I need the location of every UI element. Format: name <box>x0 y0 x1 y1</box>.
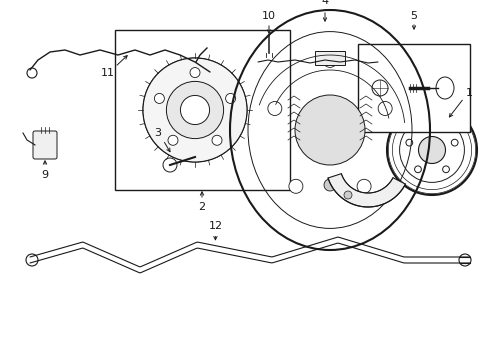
Text: 2: 2 <box>198 202 205 212</box>
Circle shape <box>405 139 412 146</box>
FancyBboxPatch shape <box>33 131 57 159</box>
Text: 4: 4 <box>321 0 328 6</box>
Circle shape <box>442 166 448 173</box>
Circle shape <box>418 136 445 163</box>
Circle shape <box>428 123 434 130</box>
Circle shape <box>142 58 246 162</box>
Circle shape <box>288 179 302 193</box>
Circle shape <box>450 139 457 146</box>
Text: 5: 5 <box>409 11 417 21</box>
Circle shape <box>168 135 178 145</box>
Text: 10: 10 <box>262 11 275 21</box>
Circle shape <box>166 81 223 139</box>
Bar <box>115 30 289 190</box>
Text: 1: 1 <box>465 88 471 98</box>
Circle shape <box>414 166 421 173</box>
Bar <box>357 44 469 132</box>
Text: 11: 11 <box>101 68 115 78</box>
Text: 12: 12 <box>208 221 222 231</box>
Circle shape <box>377 102 391 116</box>
Bar <box>314 51 345 65</box>
Circle shape <box>294 95 364 165</box>
Circle shape <box>324 179 335 191</box>
Text: 9: 9 <box>41 170 48 180</box>
Circle shape <box>180 95 209 125</box>
Circle shape <box>323 53 336 67</box>
Circle shape <box>190 68 200 77</box>
Circle shape <box>343 191 351 199</box>
Circle shape <box>225 94 235 103</box>
Text: 3: 3 <box>154 128 161 138</box>
Circle shape <box>154 94 164 103</box>
Circle shape <box>356 179 370 193</box>
Circle shape <box>212 135 222 145</box>
Circle shape <box>267 102 281 116</box>
Polygon shape <box>327 174 405 207</box>
